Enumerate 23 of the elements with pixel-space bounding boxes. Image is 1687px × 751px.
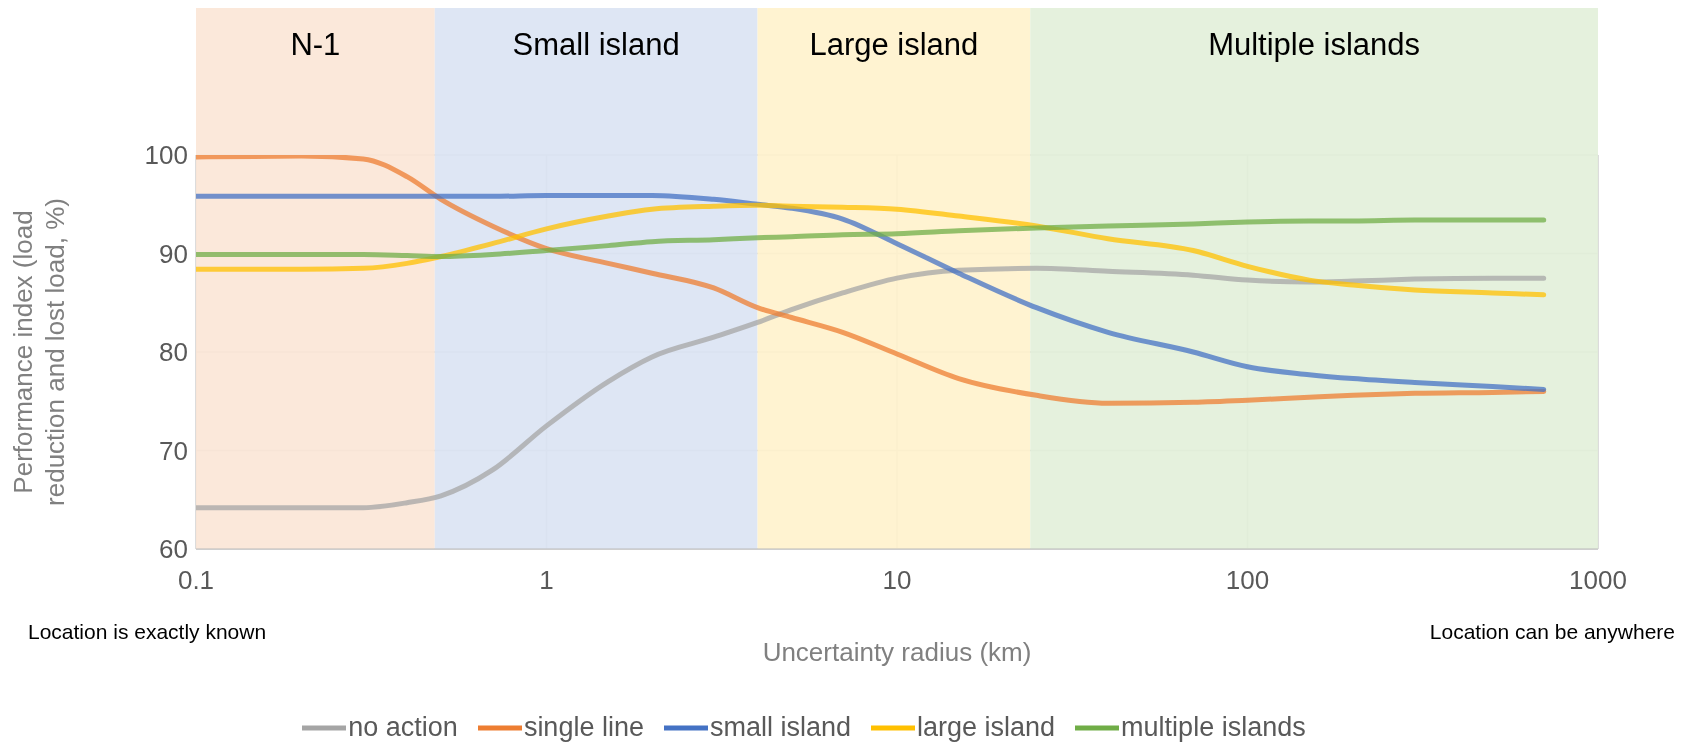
- band-label: Multiple islands: [1208, 27, 1421, 63]
- x-tick-label: 100: [1225, 565, 1270, 596]
- x-axis-title: Uncertainty radius (km): [762, 637, 1032, 668]
- legend-label: large island: [917, 712, 1056, 743]
- x-tick-label: 1000: [1569, 565, 1627, 596]
- legend-label: multiple islands: [1121, 712, 1306, 743]
- band-label: N-1: [290, 27, 341, 63]
- band-label: Small island: [512, 27, 680, 63]
- y-tick-label: 70: [159, 435, 188, 466]
- text: Location is exactly known: [28, 620, 267, 644]
- text: Location can be anywhere: [1429, 620, 1675, 644]
- y-tick-label: 60: [159, 534, 188, 565]
- x-tick-label: 1: [539, 565, 554, 596]
- legend-label: small island: [709, 712, 852, 743]
- legend-label: single line: [523, 712, 644, 743]
- band-label: Large island: [809, 27, 979, 63]
- y-tick-label: 80: [159, 337, 188, 368]
- y-tick-label: 100: [144, 140, 188, 171]
- x-tick-label: 10: [882, 565, 912, 596]
- legend-label: no action: [348, 712, 458, 743]
- y-axis-title: Performance index (load reduction and lost load, %): [8, 198, 70, 506]
- x-tick-label: 0.1: [177, 565, 215, 596]
- y-tick-label: 90: [159, 238, 188, 269]
